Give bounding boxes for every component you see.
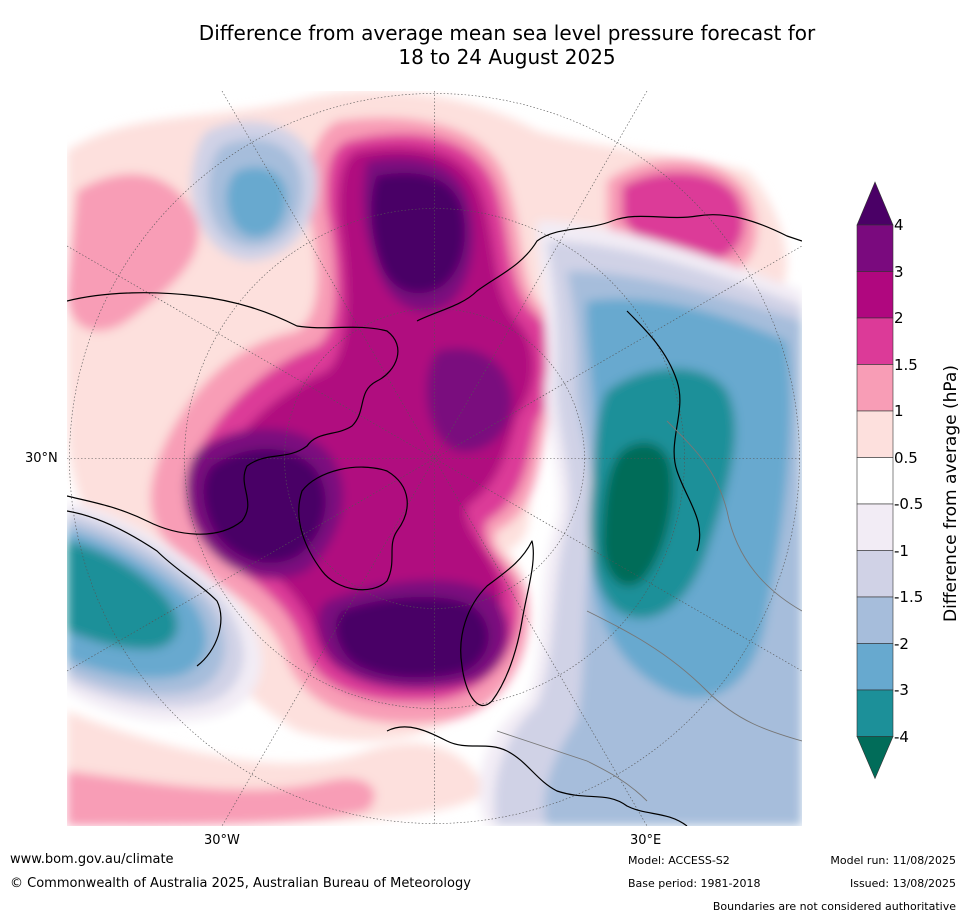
- footer-model: Model: ACCESS-S2: [628, 854, 730, 867]
- colorbar-extend-top: [856, 181, 894, 226]
- colorbar-tick: 0.5: [894, 448, 918, 467]
- colorbar-cell-c3_4: [856, 224, 894, 272]
- colorbar-cell-c2_3: [856, 271, 894, 319]
- colorbar: [856, 181, 894, 780]
- colorbar-cell-m3_m4: [856, 689, 894, 737]
- contour-pos-1: [67, 174, 199, 331]
- colorbar-tick: -1: [894, 541, 909, 560]
- contour-neg-3-west: [67, 541, 178, 650]
- colorbar-tick: -2: [894, 634, 909, 653]
- footer-url: www.bom.gov.au/climate: [10, 852, 174, 867]
- colorbar-tick: 3: [894, 262, 904, 281]
- map-title: Difference from average mean sea level p…: [0, 21, 965, 69]
- footer-disclaimer: Boundaries are not considered authoritat…: [712, 900, 956, 913]
- coast-scandinavia: [460, 540, 534, 707]
- border-asia-2: [586, 610, 802, 742]
- coast-canada: [67, 292, 399, 535]
- meridian-60e: [67, 245, 802, 672]
- colorbar-cell-m05_m1: [856, 503, 894, 551]
- colorbar-cell-c1_15: [856, 364, 894, 412]
- pressure-anomaly-map: [67, 91, 802, 826]
- colorbar-cell-neutral: [856, 457, 894, 505]
- colorbar-tick: -0.5: [894, 495, 924, 513]
- contour-pos-4-canada: [203, 449, 326, 563]
- lat-label-30n: 30°N: [25, 451, 58, 466]
- coast-north-america-west: [67, 510, 222, 667]
- contour-pos-4-pole: [371, 173, 465, 294]
- map-canvas: [67, 91, 802, 826]
- contour-neg-4: [602, 442, 673, 587]
- lat-circle-70n: [284, 308, 585, 609]
- colorbar-cell-m15_m2: [856, 596, 894, 644]
- border-europe: [496, 730, 648, 802]
- borders: [496, 420, 802, 802]
- coastlines: [67, 214, 802, 826]
- coast-europe: [386, 726, 688, 826]
- colorbar-tick: -4: [894, 727, 909, 746]
- contour-neg-2-atl: [226, 167, 287, 238]
- colorbar-cell-c15_2: [856, 317, 894, 365]
- colorbar-tick: 2: [894, 309, 904, 327]
- colorbar-cell-c05_1: [856, 410, 894, 458]
- colorbar-tick: 1.5: [894, 355, 918, 374]
- border-asia-1: [666, 420, 802, 612]
- colorbar-cells: [856, 181, 894, 780]
- lon-label-30e: 30°E: [630, 833, 662, 848]
- coast-russia-inland: [626, 310, 701, 552]
- graticule: [67, 91, 802, 826]
- coast-siberia: [416, 214, 802, 322]
- footer-base-period: Base period: 1981-2018: [628, 877, 761, 890]
- colorbar-tick: -1.5: [894, 588, 924, 606]
- colorbar-tick: -3: [894, 681, 909, 699]
- coast-greenland: [298, 466, 408, 591]
- footer-model-run: Model run: 11/08/2025: [830, 854, 956, 867]
- colorbar-cell-m1_m15: [856, 550, 894, 598]
- colorbar-tick: 4: [894, 216, 904, 234]
- contour-pos-3-siberia: [426, 348, 513, 452]
- contour-pos-4-scandinavia: [335, 596, 489, 678]
- lon-label-30w: 30°W: [204, 833, 240, 848]
- colorbar-tick: 1: [894, 402, 904, 420]
- footer-copyright: © Commonwealth of Australia 2025, Austra…: [10, 876, 471, 891]
- map-title-line-1: Difference from average mean sea level p…: [198, 21, 816, 45]
- colorbar-cell-m2_m3: [856, 643, 894, 691]
- map-title-line-2: 18 to 24 August 2025: [398, 45, 616, 69]
- colorbar-extend-bottom: [856, 736, 894, 780]
- contour-pos-1-sw: [67, 771, 375, 826]
- colorbar-label: Difference from average (hPa): [941, 365, 961, 622]
- footer-issued: Issued: 13/08/2025: [849, 877, 956, 890]
